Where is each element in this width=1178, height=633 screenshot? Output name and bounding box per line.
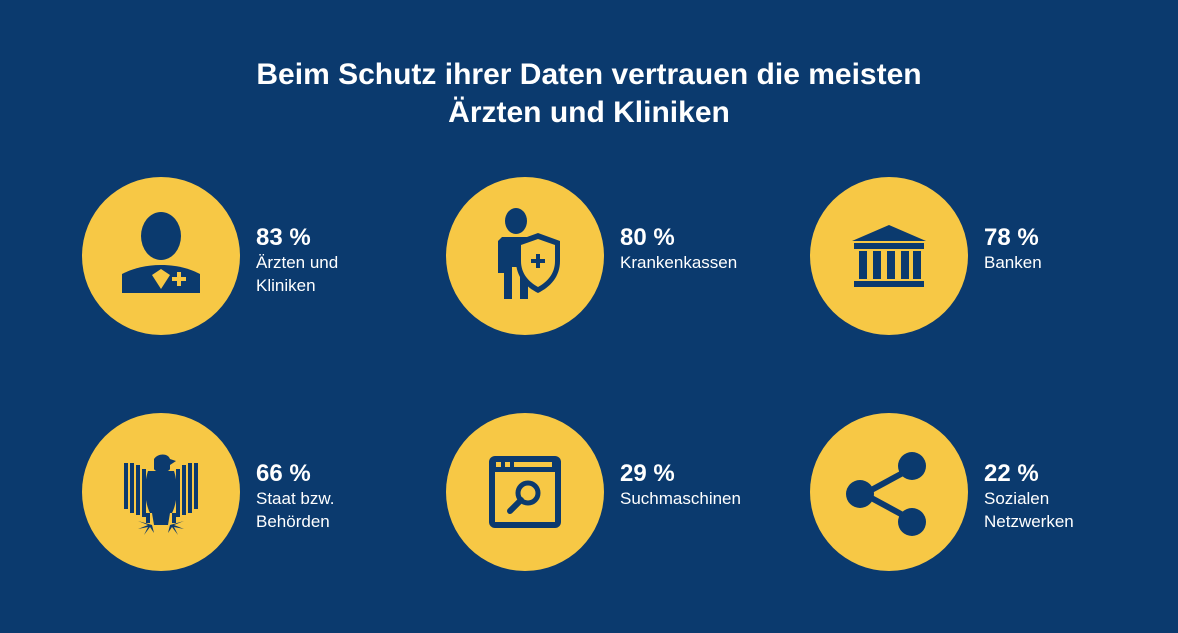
insured-person-shield-icon (498, 208, 560, 299)
stat-category: Sozialen Netzwerken (984, 489, 1074, 531)
stat-category: Staat bzw. Behörden (256, 489, 335, 531)
stat-value: 80 % (620, 224, 675, 251)
stat-value: 83 % (256, 224, 311, 251)
federal-eagle-icon (124, 454, 198, 535)
stat-label: 29 % Suchmaschinen (620, 461, 800, 510)
icon-circle (446, 177, 604, 335)
icon-circle (82, 177, 240, 335)
bank-building-icon (852, 225, 926, 287)
stat-label: 22 % Sozialen Netzwerken (984, 461, 1164, 533)
stat-item-aerzten-kliniken: 83 % Ärzten und Kliniken (82, 177, 442, 337)
stat-item-banken: 78 % Banken (810, 177, 1170, 337)
title-line-1: Beim Schutz ihrer Daten vertrauen die me… (256, 58, 922, 91)
stat-item-suchmaschinen: 29 % Suchmaschinen (446, 413, 806, 573)
stat-label: 80 % Krankenkassen (620, 225, 800, 274)
stat-label: 78 % Banken (984, 225, 1164, 274)
stat-value: 78 % (984, 224, 1039, 251)
title-line-2: Ärzten und Kliniken (448, 96, 730, 129)
stat-category: Suchmaschinen (620, 489, 741, 508)
stat-label: 66 % Staat bzw. Behörden (256, 461, 436, 533)
stat-category: Ärzten und Kliniken (256, 253, 339, 295)
stat-value: 29 % (620, 460, 675, 487)
stat-value: 22 % (984, 460, 1039, 487)
stat-value: 66 % (256, 460, 311, 487)
browser-search-icon (489, 456, 561, 528)
page-title: Beim Schutz ihrer Daten vertrauen die me… (0, 56, 1178, 132)
icon-circle (810, 177, 968, 335)
stat-category: Krankenkassen (620, 253, 738, 272)
stat-item-krankenkassen: 80 % Krankenkassen (446, 177, 806, 337)
doctor-icon (122, 212, 200, 293)
stat-category: Banken (984, 253, 1042, 272)
icon-circle (810, 413, 968, 571)
stat-item-staat-behoerden: 66 % Staat bzw. Behörden (82, 413, 442, 573)
icon-circle (446, 413, 604, 571)
stat-label: 83 % Ärzten und Kliniken (256, 225, 436, 297)
stat-item-sozialen-netzwerken: 22 % Sozialen Netzwerken (810, 413, 1170, 573)
share-network-icon (846, 452, 926, 536)
icon-circle (82, 413, 240, 571)
